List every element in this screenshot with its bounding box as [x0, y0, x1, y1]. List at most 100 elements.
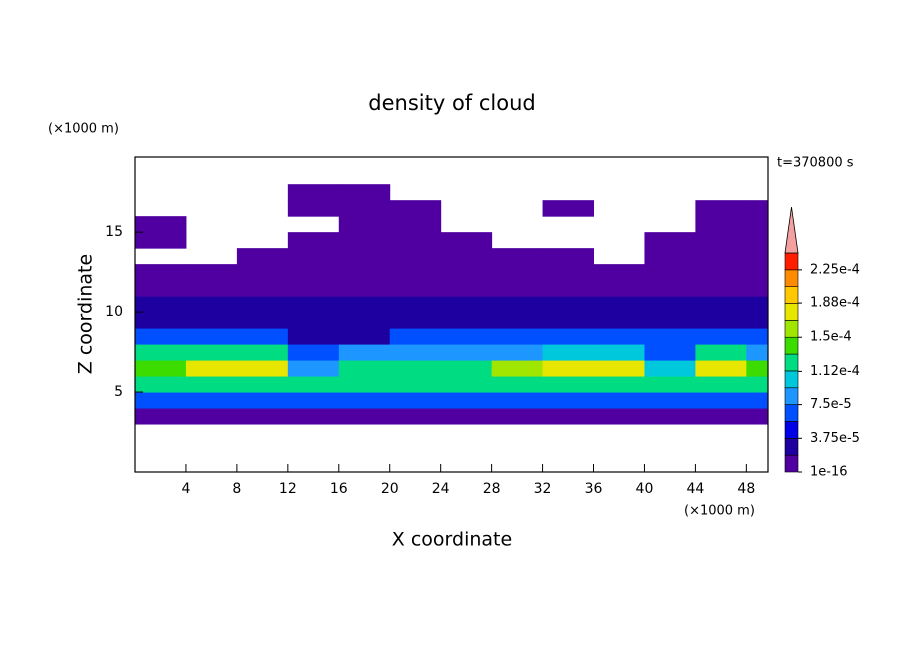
contour-cell	[338, 296, 391, 313]
contour-cell	[746, 328, 768, 345]
contour-cell	[695, 264, 747, 281]
contour-cell	[440, 344, 493, 361]
colorbar-tick-label: 1.88e-4	[810, 296, 860, 311]
contour-cell	[338, 408, 391, 425]
contour-cell	[185, 328, 238, 345]
contour-cell	[287, 232, 340, 249]
colorbar-segment	[784, 421, 799, 439]
contour-cell	[338, 184, 391, 201]
contour-cell	[746, 296, 768, 313]
contour-cell	[746, 344, 768, 361]
contour-cell	[389, 344, 442, 361]
x-tick-label: 32	[534, 481, 552, 497]
contour-cell	[593, 392, 645, 409]
contour-cell	[644, 312, 696, 329]
contour-cell	[542, 248, 595, 265]
contour-cell	[236, 248, 289, 265]
contour-cell	[542, 280, 595, 297]
contour-cell	[287, 312, 340, 329]
y-tick-label: 15	[105, 224, 123, 240]
x-tick-label: 48	[737, 481, 755, 497]
contour-cell	[542, 200, 595, 217]
contour-cell	[491, 408, 544, 425]
contour-cell	[746, 280, 768, 297]
contour-cell	[389, 248, 442, 265]
colorbar-tick-label: 1.5e-4	[810, 330, 852, 345]
contour-cell	[644, 280, 696, 297]
contour-cell	[593, 312, 645, 329]
contour-cell	[695, 376, 747, 393]
x-tick-label: 36	[585, 481, 603, 497]
contour-cell	[338, 248, 391, 265]
contour-cell	[185, 408, 238, 425]
contour-cell	[338, 216, 391, 233]
contour-cell	[185, 376, 238, 393]
x-tick-label: 4	[181, 481, 190, 497]
contour-cell	[338, 328, 391, 345]
contour-cell	[644, 360, 696, 377]
contour-cell	[491, 376, 544, 393]
contour-field	[135, 184, 768, 425]
contour-cell	[593, 280, 645, 297]
contour-cell	[746, 408, 768, 425]
colorbar-tick-label: 2.25e-4	[810, 262, 860, 277]
contour-cell	[695, 328, 747, 345]
contour-cell	[236, 328, 289, 345]
contour-cell	[542, 360, 595, 377]
contour-cell	[236, 376, 289, 393]
x-unit: (×1000 m)	[684, 504, 755, 519]
contour-cell	[236, 392, 289, 409]
colorbar-segment	[784, 387, 799, 405]
colorbar-tick-label: 3.75e-5	[810, 431, 860, 446]
contour-cell	[542, 328, 595, 345]
contour-cell	[746, 200, 768, 217]
contour-cell	[236, 408, 289, 425]
contour-cell	[644, 408, 696, 425]
contour-cell	[746, 216, 768, 233]
contour-cell	[338, 264, 391, 281]
contour-cell	[135, 328, 187, 345]
x-tick-label: 20	[381, 481, 399, 497]
contour-cell	[542, 296, 595, 313]
y-tick-label: 10	[105, 304, 123, 320]
contour-cell	[746, 248, 768, 265]
contour-cell	[338, 344, 391, 361]
contour-cell	[593, 344, 645, 361]
contour-cell	[135, 280, 187, 297]
contour-cell	[746, 264, 768, 281]
contour-cell	[389, 280, 442, 297]
contour-cell	[135, 392, 187, 409]
contour-cell	[542, 408, 595, 425]
contour-cell	[338, 376, 391, 393]
contour-cell	[593, 408, 645, 425]
contour-cell	[644, 376, 696, 393]
contour-cell	[287, 360, 340, 377]
x-tick-label: 8	[232, 481, 241, 497]
contour-cell	[491, 248, 544, 265]
contour-cell	[593, 360, 645, 377]
contour-cell	[135, 296, 187, 313]
contour-cell	[287, 264, 340, 281]
contour-cell	[236, 296, 289, 313]
contour-cell	[695, 216, 747, 233]
contour-cell	[236, 280, 289, 297]
contour-cell	[695, 280, 747, 297]
contour-cell	[185, 280, 238, 297]
contour-cell	[338, 200, 391, 217]
contour-cell	[644, 264, 696, 281]
contour-cell	[542, 312, 595, 329]
colorbar-segment	[784, 320, 799, 338]
contour-cell	[236, 264, 289, 281]
contour-cell	[389, 376, 442, 393]
contour-cell	[440, 232, 493, 249]
contour-cell	[135, 232, 187, 249]
contour-cell	[287, 296, 340, 313]
contour-cell	[440, 376, 493, 393]
contour-cell	[287, 344, 340, 361]
contour-cell	[440, 408, 493, 425]
contour-cell	[491, 344, 544, 361]
contour-cell	[644, 328, 696, 345]
contour-cell	[440, 312, 493, 329]
